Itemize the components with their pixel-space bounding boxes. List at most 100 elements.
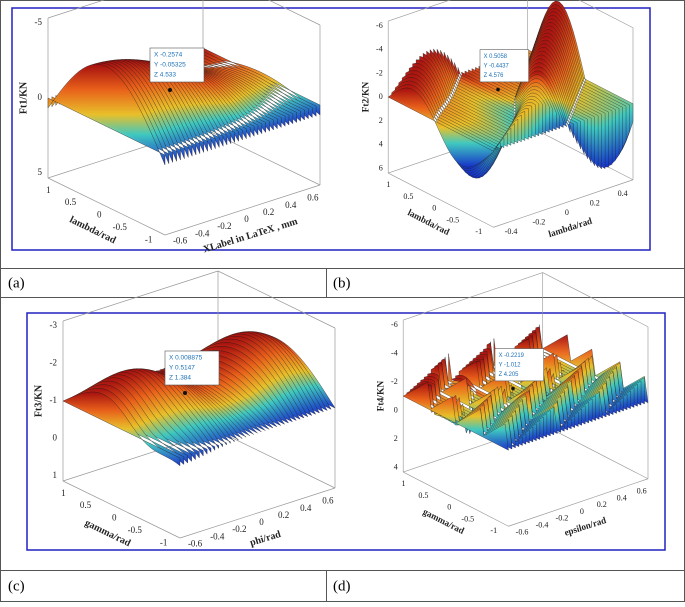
x-tick-label: -0.4 [210,531,225,541]
axis-box-edge [542,424,649,480]
z-tick-label: 4 [394,462,399,471]
datatip-box [149,47,205,83]
z-axis-label: Ft3/KN [33,384,44,417]
datatip-line: Z 4.576 [484,73,504,79]
datatip: X 0.5058 Y -0.4437 Z 4.576 [479,49,529,92]
datatip-box [164,350,220,386]
x-tick-label: 0.6 [322,496,334,506]
axis-box-edge [62,480,181,539]
z-tick-label: -4 [376,44,384,53]
datatip: X -0.2219 Y -1.012 Z 4.205 [494,348,544,391]
y-tick-label: 0.5 [65,197,77,207]
y-tick-label: 0 [447,502,451,511]
x-tick-label: 0.2 [590,198,600,207]
axis-box-edge [217,430,336,489]
datatip-line: X -0.2574 [154,52,183,59]
x-tick-label: 0 [565,208,569,217]
y-tick-label: -0.5 [446,215,459,224]
datatip-line: Y -0.05325 [154,62,186,69]
z-tick-label: 5 [38,167,43,177]
z-axis-label: Ft4/KN [377,380,387,411]
x-tick-label: -0.6 [516,527,529,536]
axis-box-edge [527,125,634,181]
datatip-line: Y 0.5147 [169,365,195,372]
y-tick-label: -1 [160,537,168,547]
axis-box-edge [578,0,634,29]
z-tick-label: -2 [391,377,398,386]
x-tick-label: 0.4 [617,493,628,502]
axis-box-edge [217,270,336,329]
y-tick-label: 0.5 [403,192,413,201]
x-tick-label: 0.2 [278,510,289,520]
x-tick-label: 0.6 [307,193,319,203]
z-tick-label: -1 [50,395,58,405]
x-tick-label: 0.6 [637,486,647,495]
y-tick-label: -0.5 [128,525,143,535]
y-tick-label: -1 [145,234,153,244]
caption: (b) [333,275,351,291]
datatip-marker [496,87,500,92]
axis-box-edge [542,272,649,328]
y-tick-label: -0.5 [461,514,474,523]
axis-box-edge [493,179,634,228]
plot-panel: 5 0 -5 1 0.5 0 -0.5 -1 -0.6 -0.4 -0.2 0 0.2 0.4 0.6 Ft1… [18,0,321,255]
x-tick-label: 0 [244,214,249,224]
axis-box-edge [508,478,649,527]
z-axis-label: Ft2/KN [362,81,372,112]
x-tick-label: -0.4 [195,228,210,238]
datatip-marker [511,386,515,391]
z-tick-label: 0 [394,405,398,414]
z-tick-label: 2 [394,434,398,443]
datatip: X 0.008875 Y 0.5147 Z 1.384 [164,350,220,395]
x-tick-label: -0.6 [188,538,203,548]
y-tick-label: 0 [97,210,102,220]
x-tick-label: 0.4 [285,200,297,210]
x-tick-label: -0.2 [533,217,546,226]
datatip-line: Y -0.4437 [484,63,510,69]
surface-strip [47,64,166,166]
z-tick-label: -3 [50,320,58,330]
x-tick-label: 0.4 [618,189,629,198]
y-tick-label: 0 [112,513,117,523]
plot-panel: 6 4 2 0 -2 -4 -6 1 0.5 0 -0.5 -1 -0.4 -0.2 0 0.2 0.4 Ft2/… [362,0,634,240]
datatip-line: X 0.5058 [484,54,508,60]
x-tick-label: 0 [580,507,584,516]
y-tick-label: 1 [46,185,51,195]
datatip-box [479,49,529,83]
z-tick-label: 0 [53,433,58,443]
z-axis-label: Ft1/KN [18,81,29,114]
datatip: X -0.2574 Y -0.05325 Z 4.533 [149,47,205,92]
datatip-line: Z 1.384 [169,375,191,382]
caption: (a) [8,275,25,291]
caption: (d) [333,578,351,594]
surface-strip [402,381,509,451]
z-tick-label: 0 [38,92,43,102]
z-tick-label: -2 [376,68,383,77]
y-tick-label: 1 [61,488,65,498]
y-tick-label: 1 [387,180,391,189]
figure-frame [26,312,666,551]
z-tick-label: -6 [376,21,383,30]
axis-box-edge [403,272,543,321]
z-tick-label: -5 [35,17,43,27]
datatip-marker [168,88,172,92]
z-tick-label: -6 [391,320,398,329]
axis-box-edge [179,487,336,539]
x-tick-label: -0.6 [173,235,188,245]
surface-strip [388,87,494,168]
x-tick-label: -0.2 [556,514,569,523]
y-tick-label: -0.5 [113,222,128,232]
x-tick-label: 0 [259,517,264,527]
axis-box-edge [267,0,321,26]
axis-box-edge [62,270,219,322]
x-tick-label: 0.4 [300,503,312,513]
z-tick-label: -2 [50,358,58,368]
axis-box-edge [388,172,494,228]
axis-box-edge [403,471,509,527]
y-tick-label: 0.5 [418,491,428,500]
datatip-marker [183,391,187,395]
x-tick-label: -0.2 [217,221,231,231]
datatip-line: Z 4.533 [154,72,176,79]
